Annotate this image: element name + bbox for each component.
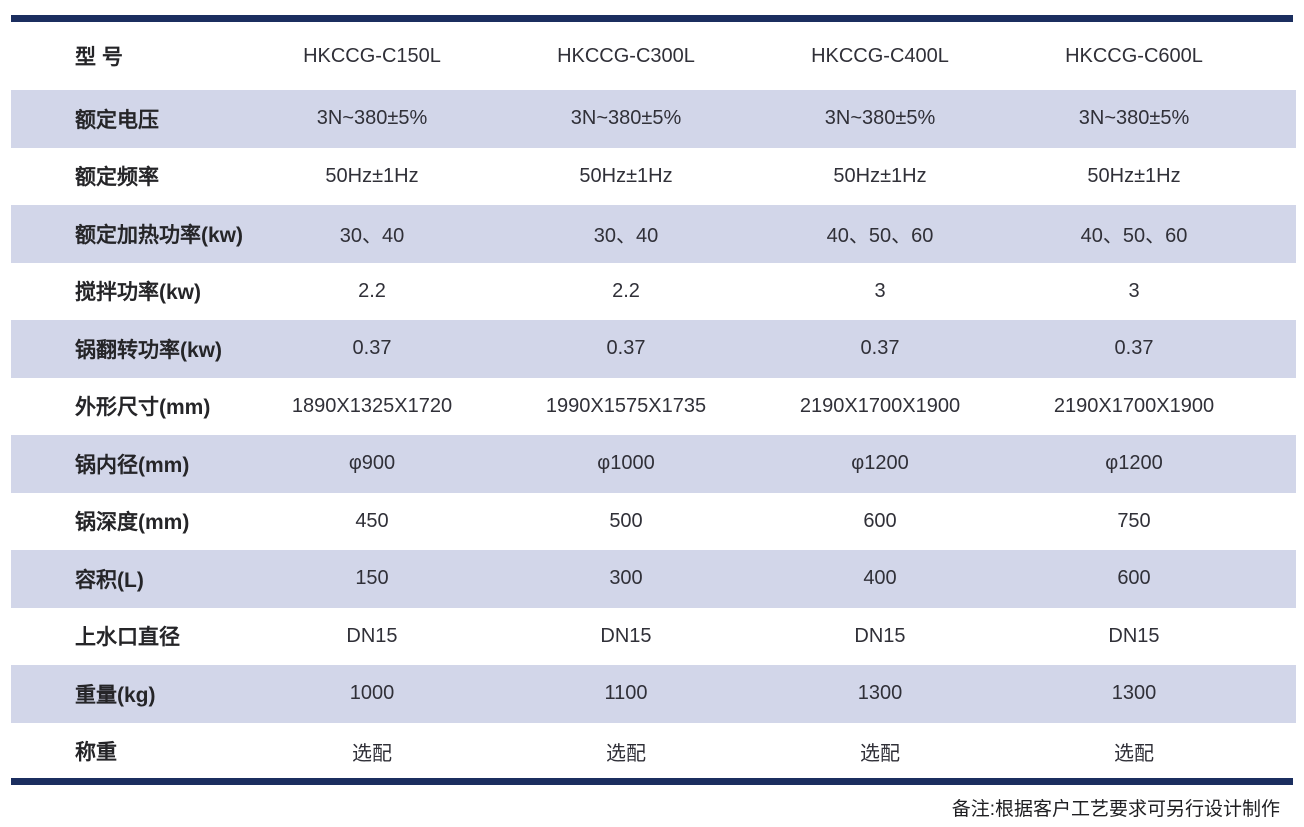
cell-value: 2.2 (358, 279, 386, 302)
cell-value: 600 (863, 509, 897, 532)
cell-value: 1300 (1111, 682, 1157, 705)
cell-value: HKCCG-C400L (811, 44, 949, 67)
table-row: 锅翻转功率(kw) 0.37 0.37 0.37 0.37 (11, 320, 1296, 378)
cell-value: DN15 (600, 624, 652, 647)
cell-value: 2190X1700X1900 (799, 394, 961, 417)
cell-value: 300 (609, 567, 643, 590)
cell-value: 150 (355, 567, 389, 590)
cell-value: 40、50、60 (826, 225, 934, 248)
table-row: 上水口直径 DN15 DN15 DN15 DN15 (11, 608, 1296, 666)
table-row: 锅内径(mm) φ900 φ1000 φ1200 φ1200 (11, 435, 1296, 493)
row-label: 锅内径(mm) (75, 453, 190, 477)
cell-value: 3 (1128, 279, 1140, 302)
cell-value: 0.37 (352, 337, 392, 360)
cell-value: HKCCG-C150L (303, 44, 441, 67)
cell-value: 0.37 (606, 337, 646, 360)
table-row: 外形尺寸(mm) 1890X1325X1720 1990X1575X1735 2190… (11, 378, 1296, 436)
cell-value: 3N~380±5% (316, 107, 428, 130)
row-label: 外形尺寸(mm) (75, 396, 211, 420)
cell-value: 选配 (1114, 742, 1154, 765)
row-label: 额定频率 (75, 166, 159, 190)
row-label: 上水口直径 (75, 626, 180, 650)
row-label: 锅深度(mm) (75, 511, 190, 535)
cell-value: 50Hz±1Hz (833, 164, 927, 187)
cell-value: 30、40 (593, 225, 659, 248)
cell-value: DN15 (346, 624, 398, 647)
cell-value: HKCCG-C300L (557, 44, 695, 67)
row-label: 称重 (75, 741, 117, 765)
cell-value: 50Hz±1Hz (325, 164, 419, 187)
cell-value: φ1200 (851, 452, 909, 475)
cell-value: DN15 (854, 624, 906, 647)
cell-value: 3 (874, 279, 886, 302)
cell-value: φ1000 (597, 452, 655, 475)
table-row: 额定加热功率(kw) 30、40 30、40 40、50、60 40、50、60 (11, 205, 1296, 263)
cell-value: DN15 (1108, 624, 1160, 647)
table-row: 容积(L) 150 300 400 600 (11, 550, 1296, 608)
row-label: 容积(L) (75, 568, 144, 592)
table-row: 称重 选配 选配 选配 选配 (11, 723, 1296, 781)
cell-value: 400 (863, 567, 897, 590)
row-label: 重量(kg) (75, 683, 156, 707)
top-rule-bar (11, 15, 1293, 22)
table-row: 额定电压 3N~380±5% 3N~380±5% 3N~380±5% 3N~380±5% (11, 90, 1296, 148)
cell-value: 750 (1117, 509, 1151, 532)
row-label: 额定加热功率(kw) (75, 223, 243, 247)
cell-value: φ900 (348, 452, 396, 475)
cell-value: 3N~380±5% (824, 107, 936, 130)
cell-value: 1990X1575X1735 (545, 394, 707, 417)
bottom-rule-bar (11, 778, 1293, 785)
footnote: 备注:根据客户工艺要求可另行设计制作 (951, 799, 1280, 820)
cell-value: 0.37 (860, 337, 900, 360)
row-label: 搅拌功率(kw) (75, 281, 201, 305)
cell-value: 40、50、60 (1080, 225, 1188, 248)
cell-value: φ1200 (1105, 452, 1163, 475)
table-row: 型 号 HKCCG-C150L HKCCG-C300L HKCCG-C400L HKCC… (11, 22, 1296, 90)
cell-value: 选配 (860, 742, 900, 765)
cell-value: 1000 (349, 682, 395, 705)
cell-value: 1890X1325X1720 (291, 394, 453, 417)
row-label: 锅翻转功率(kw) (75, 338, 222, 362)
cell-value: 0.37 (1114, 337, 1154, 360)
cell-value: 30、40 (339, 225, 405, 248)
cell-value: 2.2 (612, 279, 640, 302)
cell-value: 1100 (604, 682, 648, 705)
table-row: 搅拌功率(kw) 2.2 2.2 3 3 (11, 263, 1296, 321)
row-label: 型 号 (75, 46, 123, 69)
cell-value: 450 (355, 509, 389, 532)
cell-value: 1300 (857, 682, 903, 705)
cell-value: 50Hz±1Hz (579, 164, 673, 187)
cell-value: 选配 (606, 742, 646, 765)
row-label: 额定电压 (75, 108, 159, 132)
table-row: 额定频率 50Hz±1Hz 50Hz±1Hz 50Hz±1Hz 50Hz±1Hz (11, 148, 1296, 206)
spec-table: 型 号 HKCCG-C150L HKCCG-C300L HKCCG-C400L HKCC… (11, 22, 1296, 780)
cell-value: HKCCG-C600L (1065, 44, 1203, 67)
cell-value: 600 (1117, 567, 1151, 590)
cell-value: 3N~380±5% (570, 107, 682, 130)
table-row: 重量(kg) 1000 1100 1300 1300 (11, 665, 1296, 723)
cell-value: 50Hz±1Hz (1087, 164, 1181, 187)
cell-value: 选配 (352, 742, 392, 765)
cell-value: 3N~380±5% (1078, 107, 1190, 130)
cell-value: 2190X1700X1900 (1053, 394, 1215, 417)
table-row: 锅深度(mm) 450 500 600 750 (11, 493, 1296, 551)
cell-value: 500 (609, 509, 643, 532)
